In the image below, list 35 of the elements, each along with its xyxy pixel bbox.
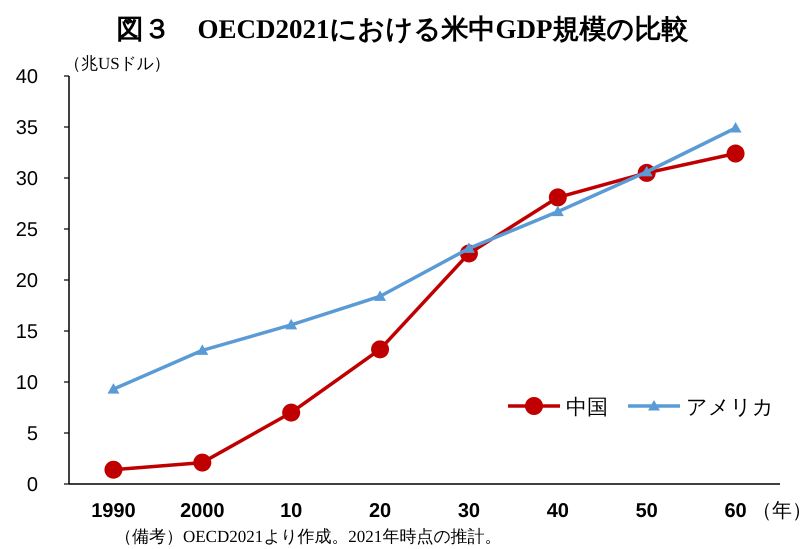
y-tick-label: 0	[26, 474, 38, 496]
y-tick-label: 40	[16, 66, 38, 88]
point	[552, 206, 564, 216]
point	[193, 454, 212, 472]
point	[371, 340, 390, 358]
point	[104, 460, 122, 479]
x-tick-label: 2000	[180, 500, 225, 522]
y-tick-label: 35	[16, 117, 38, 139]
point	[282, 404, 300, 422]
x-tick-label: 50	[636, 500, 658, 522]
x-tick-label: 10	[280, 500, 302, 522]
x-tick-label: 60	[724, 500, 747, 522]
x-tick-label: 1990	[91, 500, 136, 522]
x-tick-label: 40	[546, 500, 569, 522]
point	[726, 144, 745, 163]
y-axis-title: （兆USドル）	[64, 54, 171, 73]
x-tick-label: 30	[458, 500, 480, 522]
y-tick-label: 20	[16, 270, 38, 292]
point	[107, 383, 120, 394]
chart-title: 図３ OECD2021における米中GDP規模の比較	[116, 14, 690, 44]
y-tick-label: 25	[16, 219, 38, 241]
legend-label: 中国	[566, 396, 608, 419]
y-tick-label: 5	[26, 423, 38, 445]
text: （備考）OECD2021より作成。2021年時点の推計。	[115, 527, 502, 546]
x-axis-title: （年）	[752, 500, 805, 522]
point	[285, 318, 298, 330]
point	[196, 344, 208, 355]
point	[730, 122, 742, 133]
point	[374, 290, 386, 301]
x-tick-label: 20	[368, 500, 392, 522]
point	[548, 188, 567, 206]
y-tick-label: 15	[16, 321, 38, 343]
y-tick-label: 30	[16, 168, 38, 190]
legend-label: アメリカ	[686, 396, 774, 419]
y-tick-label: 10	[16, 372, 38, 394]
